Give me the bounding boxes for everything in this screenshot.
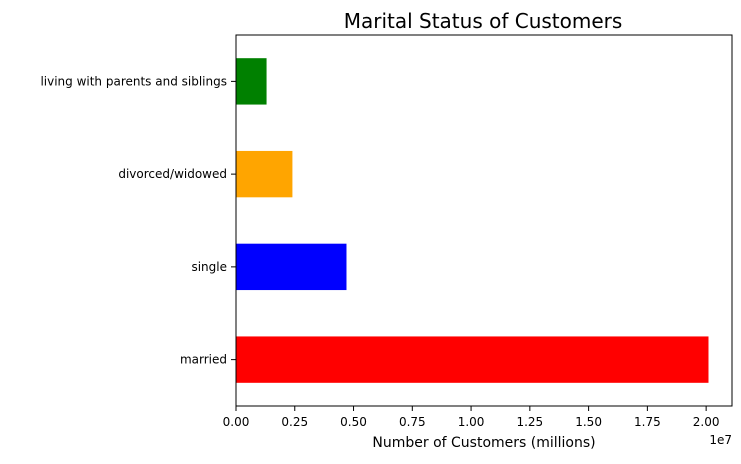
plot-frame [235,34,733,407]
x-tick-label: 0.00 [223,415,250,429]
bars-group [236,58,709,383]
y-category-label: living with parents and siblings [40,74,227,88]
bar-living-with-parents-and-siblings [236,58,267,105]
x-tick-label: 1.25 [516,415,543,429]
bar-married [236,336,709,383]
x-tick-label: 0.75 [399,415,426,429]
x-tick-label: 1.00 [458,415,485,429]
x-tick-label: 1.75 [634,415,661,429]
x-tick-label: 2.00 [693,415,720,429]
y-category-label: married [180,353,227,367]
y-category-label: divorced/widowed [118,167,227,181]
x-axis-ticks: 0.00 0.25 0.50 0.75 1.00 1.25 1.50 1.75 2.00 [223,406,720,429]
chart-title: Marital Status of Customers [344,9,623,33]
bar-divorced-widowed [236,150,293,198]
x-axis-offset-label: 1e7 [709,433,732,447]
x-tick-label: 1.50 [575,415,602,429]
y-axis-ticks: married single divorced/widowed living with… [40,74,236,367]
x-axis-title: Number of Customers (millions) [372,435,595,451]
y-category-label: single [191,260,227,274]
x-tick-label: 0.25 [281,415,308,429]
x-tick-label: 0.50 [340,415,367,429]
bar-single [236,243,347,291]
